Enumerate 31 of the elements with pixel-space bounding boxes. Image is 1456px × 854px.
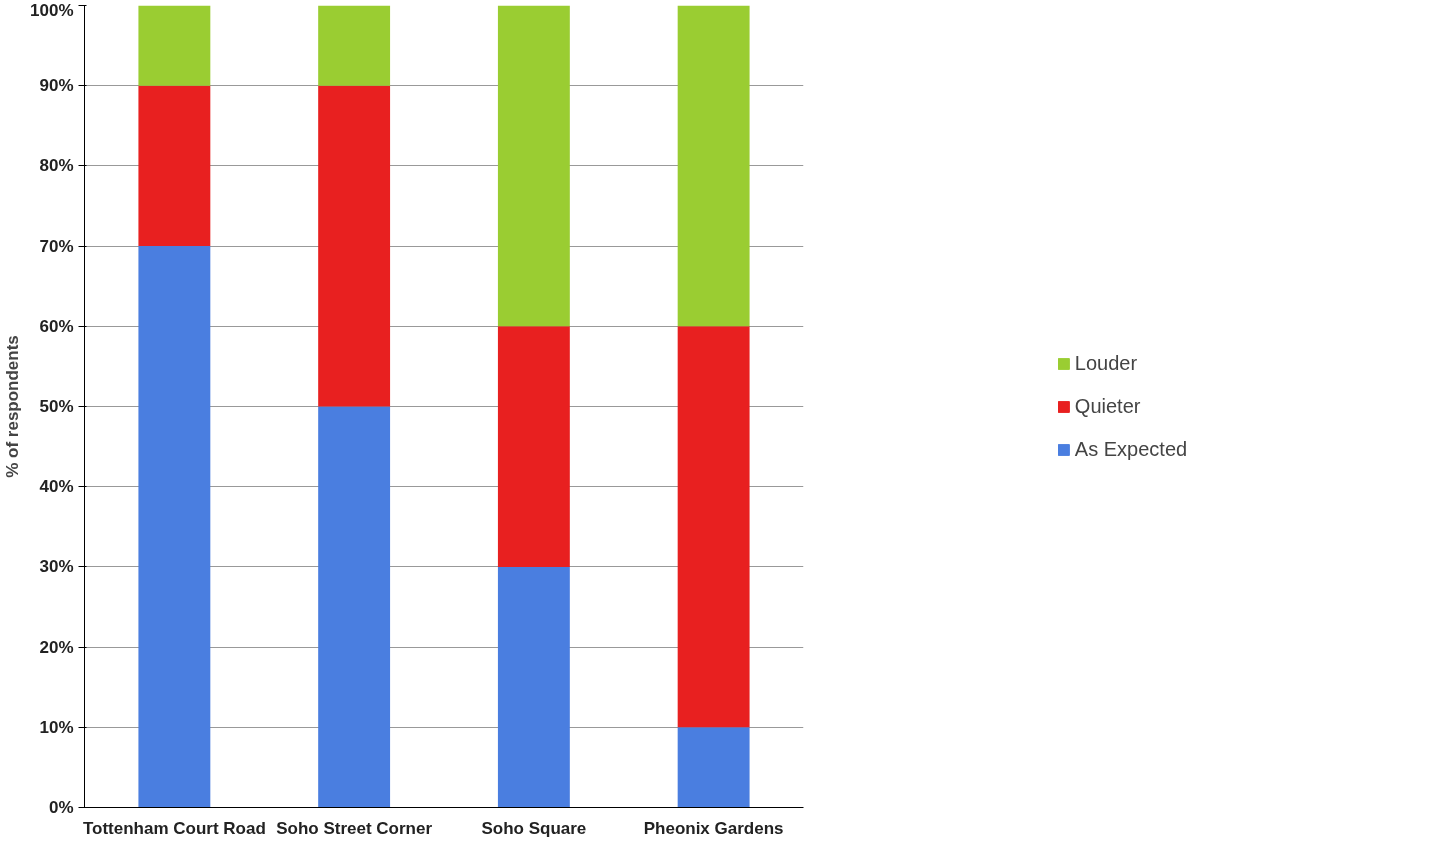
x-tick-label: Tottenham Court Road xyxy=(82,818,266,838)
y-tick-label: 80% xyxy=(39,156,74,176)
legend-label: Quieter xyxy=(1074,394,1141,418)
bar xyxy=(497,5,570,327)
y-tick-label: 40% xyxy=(39,477,74,497)
y-tick-label: 20% xyxy=(39,637,74,657)
bar xyxy=(138,85,211,247)
y-tick-label: 0% xyxy=(48,798,74,817)
y-axis-title: % of respondents xyxy=(3,335,23,478)
y-tick-label: 10% xyxy=(39,717,74,737)
x-tick-label: Soho Square xyxy=(481,818,587,838)
y-tick-label: 50% xyxy=(39,397,74,416)
bar xyxy=(677,5,750,327)
bar xyxy=(138,5,211,86)
bar xyxy=(138,246,211,808)
bar xyxy=(318,5,391,86)
y-tick-label: 30% xyxy=(39,557,74,577)
bar xyxy=(318,85,391,407)
bar xyxy=(497,566,570,808)
x-tick-label: Pheonix Gardens xyxy=(643,818,784,838)
y-tick-label: 90% xyxy=(39,76,74,96)
y-tick-label: 60% xyxy=(39,316,74,336)
x-tick-label: Soho Street Corner xyxy=(276,818,433,838)
bar xyxy=(677,326,750,728)
legend-label: Louder xyxy=(1074,351,1138,375)
y-tick-label: 70% xyxy=(39,236,74,256)
bar xyxy=(677,727,750,808)
bar xyxy=(318,406,391,808)
y-tick-label: 100% xyxy=(30,0,74,20)
bar xyxy=(497,326,570,567)
legend-label: As Expected xyxy=(1074,437,1188,461)
